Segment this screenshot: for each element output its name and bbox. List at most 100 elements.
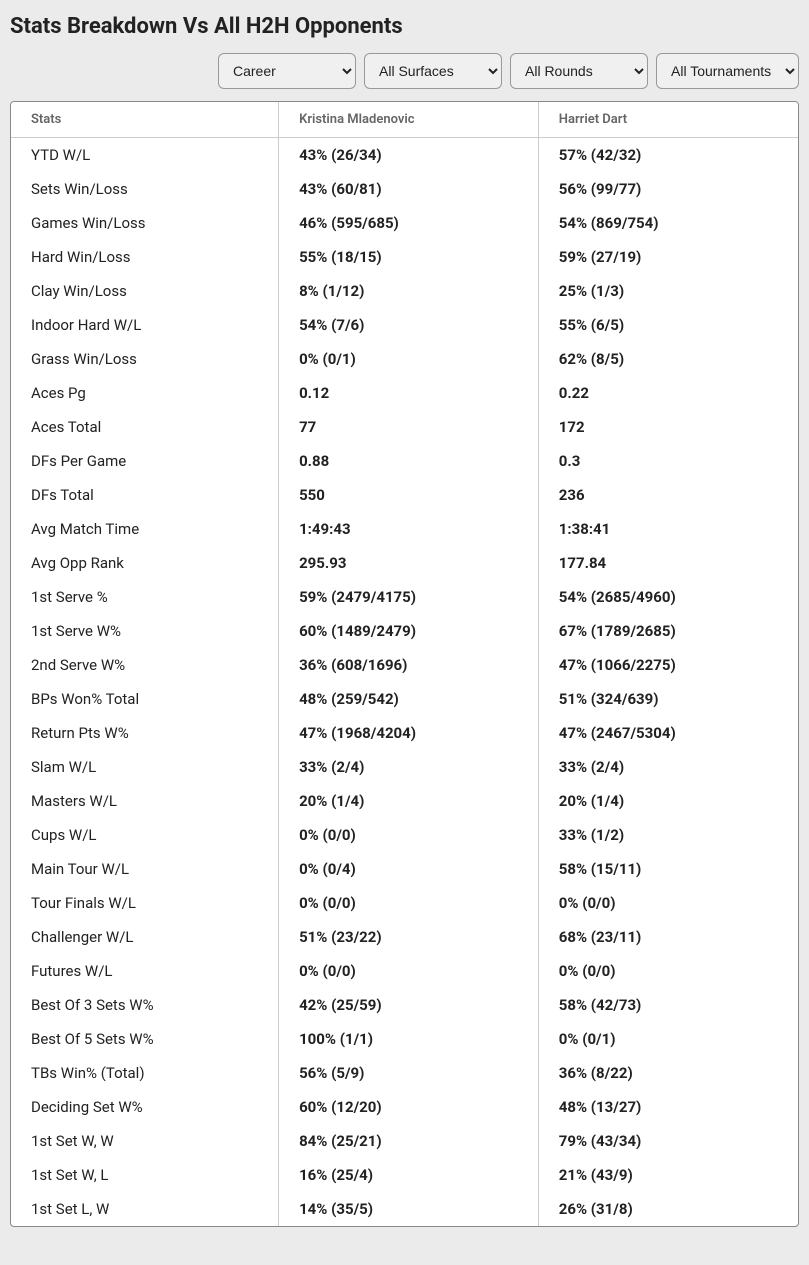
table-row: 1st Set W, W84% (25/21)79% (43/34) (11, 1124, 798, 1158)
stat-value: 0% (0/0) (538, 886, 798, 920)
stat-label: Aces Pg (11, 376, 279, 410)
table-row: Avg Match Time1:49:431:38:41 (11, 512, 798, 546)
stat-label: Challenger W/L (11, 920, 279, 954)
stat-label: 1st Set W, W (11, 1124, 279, 1158)
stat-value: 47% (1968/4204) (279, 716, 539, 750)
stat-value: 0% (0/0) (279, 886, 539, 920)
table-row: 1st Serve %59% (2479/4175)54% (2685/4960… (11, 580, 798, 614)
stat-value: 59% (27/19) (538, 240, 798, 274)
page-title: Stats Breakdown Vs All H2H Opponents (10, 14, 799, 39)
table-row: 1st Set W, L16% (25/4)21% (43/9) (11, 1158, 798, 1192)
stat-label: 1st Serve % (11, 580, 279, 614)
stat-value: 48% (13/27) (538, 1090, 798, 1124)
stat-label: Avg Match Time (11, 512, 279, 546)
stat-value: 0% (0/1) (279, 342, 539, 376)
stats-table: StatsKristina MladenovicHarriet Dart YTD… (11, 102, 798, 1226)
stat-value: 46% (595/685) (279, 206, 539, 240)
stat-label: DFs Total (11, 478, 279, 512)
table-row: Games Win/Loss46% (595/685)54% (869/754) (11, 206, 798, 240)
column-header: Kristina Mladenovic (279, 102, 539, 138)
stat-value: 48% (259/542) (279, 682, 539, 716)
stat-value: 26% (31/8) (538, 1192, 798, 1226)
surface-select[interactable]: All Surfaces (364, 53, 502, 89)
tournament-select[interactable]: All Tournaments (656, 53, 799, 89)
stat-label: Best Of 3 Sets W% (11, 988, 279, 1022)
table-row: Slam W/L33% (2/4)33% (2/4) (11, 750, 798, 784)
stat-value: 51% (23/22) (279, 920, 539, 954)
stat-value: 8% (1/12) (279, 274, 539, 308)
round-select[interactable]: All Rounds (510, 53, 648, 89)
table-row: Indoor Hard W/L54% (7/6)55% (6/5) (11, 308, 798, 342)
table-row: Avg Opp Rank295.93177.84 (11, 546, 798, 580)
table-row: Futures W/L0% (0/0)0% (0/0) (11, 954, 798, 988)
table-row: Tour Finals W/L0% (0/0)0% (0/0) (11, 886, 798, 920)
stat-label: Hard Win/Loss (11, 240, 279, 274)
stat-label: Clay Win/Loss (11, 274, 279, 308)
stat-value: 60% (12/20) (279, 1090, 539, 1124)
table-row: Return Pts W%47% (1968/4204)47% (2467/53… (11, 716, 798, 750)
stat-value: 42% (25/59) (279, 988, 539, 1022)
table-row: Cups W/L0% (0/0)33% (1/2) (11, 818, 798, 852)
stat-label: Avg Opp Rank (11, 546, 279, 580)
table-row: Deciding Set W%60% (12/20)48% (13/27) (11, 1090, 798, 1124)
timeframe-select[interactable]: Career (218, 53, 356, 89)
table-row: BPs Won% Total48% (259/542)51% (324/639) (11, 682, 798, 716)
table-row: Sets Win/Loss43% (60/81)56% (99/77) (11, 172, 798, 206)
stat-label: Futures W/L (11, 954, 279, 988)
table-row: Best Of 5 Sets W%100% (1/1)0% (0/1) (11, 1022, 798, 1056)
stat-label: Return Pts W% (11, 716, 279, 750)
stat-value: 33% (2/4) (279, 750, 539, 784)
column-header: Stats (11, 102, 279, 138)
stat-label: Cups W/L (11, 818, 279, 852)
stat-value: 0% (0/0) (279, 954, 539, 988)
stat-value: 68% (23/11) (538, 920, 798, 954)
table-row: Best Of 3 Sets W%42% (25/59)58% (42/73) (11, 988, 798, 1022)
stat-value: 62% (8/5) (538, 342, 798, 376)
table-row: YTD W/L43% (26/34)57% (42/32) (11, 138, 798, 173)
stat-value: 36% (8/22) (538, 1056, 798, 1090)
stat-value: 0% (0/1) (538, 1022, 798, 1056)
stat-value: 0.88 (279, 444, 539, 478)
stat-value: 36% (608/1696) (279, 648, 539, 682)
stat-label: Best Of 5 Sets W% (11, 1022, 279, 1056)
stat-value: 33% (2/4) (538, 750, 798, 784)
table-row: Hard Win/Loss55% (18/15)59% (27/19) (11, 240, 798, 274)
table-row: Grass Win/Loss0% (0/1)62% (8/5) (11, 342, 798, 376)
stat-label: Games Win/Loss (11, 206, 279, 240)
stat-label: TBs Win% (Total) (11, 1056, 279, 1090)
stat-value: 84% (25/21) (279, 1124, 539, 1158)
stat-value: 0% (0/0) (538, 954, 798, 988)
stat-value: 54% (2685/4960) (538, 580, 798, 614)
stats-table-container: StatsKristina MladenovicHarriet Dart YTD… (10, 101, 799, 1227)
stat-value: 54% (869/754) (538, 206, 798, 240)
stat-label: Aces Total (11, 410, 279, 444)
table-row: TBs Win% (Total)56% (5/9)36% (8/22) (11, 1056, 798, 1090)
stat-label: BPs Won% Total (11, 682, 279, 716)
stat-value: 55% (18/15) (279, 240, 539, 274)
stat-label: Slam W/L (11, 750, 279, 784)
stat-value: 47% (1066/2275) (538, 648, 798, 682)
stat-value: 0.22 (538, 376, 798, 410)
table-row: 1st Serve W%60% (1489/2479)67% (1789/268… (11, 614, 798, 648)
stat-value: 67% (1789/2685) (538, 614, 798, 648)
stat-label: DFs Per Game (11, 444, 279, 478)
table-row: Clay Win/Loss8% (1/12)25% (1/3) (11, 274, 798, 308)
stat-label: Grass Win/Loss (11, 342, 279, 376)
stat-value: 550 (279, 478, 539, 512)
stat-value: 0% (0/0) (279, 818, 539, 852)
stat-value: 47% (2467/5304) (538, 716, 798, 750)
stat-value: 60% (1489/2479) (279, 614, 539, 648)
stat-label: 1st Serve W% (11, 614, 279, 648)
table-row: DFs Total550236 (11, 478, 798, 512)
column-header: Harriet Dart (538, 102, 798, 138)
stat-value: 59% (2479/4175) (279, 580, 539, 614)
stat-value: 54% (7/6) (279, 308, 539, 342)
stat-value: 20% (1/4) (538, 784, 798, 818)
stat-value: 1:38:41 (538, 512, 798, 546)
stat-value: 56% (5/9) (279, 1056, 539, 1090)
stat-value: 0.3 (538, 444, 798, 478)
stat-label: 2nd Serve W% (11, 648, 279, 682)
stat-label: Masters W/L (11, 784, 279, 818)
stat-value: 43% (26/34) (279, 138, 539, 173)
stat-value: 236 (538, 478, 798, 512)
